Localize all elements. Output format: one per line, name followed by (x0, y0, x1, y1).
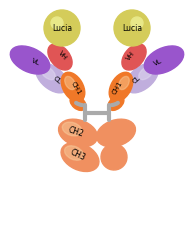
Ellipse shape (122, 44, 146, 70)
Ellipse shape (139, 66, 153, 80)
Ellipse shape (65, 76, 75, 90)
Text: CL: CL (52, 75, 62, 85)
Ellipse shape (101, 144, 127, 170)
Text: CH3: CH3 (69, 148, 87, 162)
Ellipse shape (62, 122, 82, 136)
Text: CH2: CH2 (67, 125, 85, 139)
Ellipse shape (36, 63, 68, 93)
Text: VH: VH (126, 50, 137, 62)
Ellipse shape (48, 44, 72, 70)
Ellipse shape (97, 119, 135, 147)
Ellipse shape (61, 142, 99, 172)
Circle shape (131, 17, 143, 29)
Text: CH1: CH1 (112, 80, 124, 96)
Ellipse shape (10, 46, 50, 74)
Text: VL: VL (31, 58, 41, 67)
Text: CL: CL (132, 75, 142, 85)
Ellipse shape (126, 63, 158, 93)
Circle shape (51, 17, 63, 29)
Ellipse shape (109, 72, 133, 102)
Ellipse shape (144, 46, 184, 74)
Ellipse shape (59, 119, 97, 147)
Text: CH1: CH1 (70, 80, 82, 96)
Text: VH: VH (57, 50, 68, 62)
Ellipse shape (70, 96, 86, 110)
Ellipse shape (119, 76, 129, 90)
Ellipse shape (41, 66, 55, 80)
Text: Lucia: Lucia (122, 24, 142, 32)
Ellipse shape (108, 96, 124, 110)
Text: Lucia: Lucia (52, 24, 72, 32)
Circle shape (114, 10, 150, 46)
Ellipse shape (61, 72, 85, 102)
Text: VL: VL (153, 58, 163, 67)
Ellipse shape (65, 146, 83, 160)
Circle shape (44, 10, 80, 46)
